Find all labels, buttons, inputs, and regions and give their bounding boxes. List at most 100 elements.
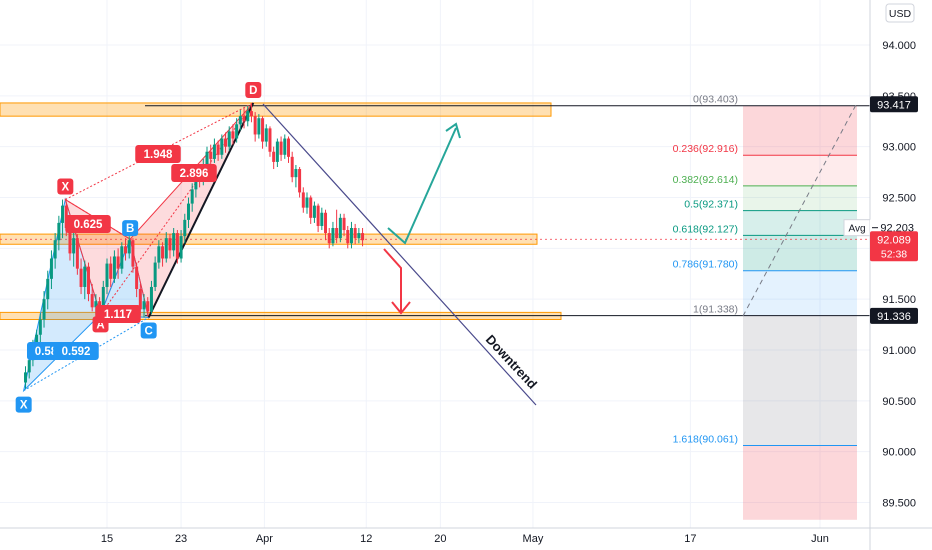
price-badge-text: 93.417 bbox=[877, 99, 911, 111]
fib-level-label: 0(93.403) bbox=[693, 94, 738, 106]
candle-body bbox=[68, 228, 72, 254]
candle-body bbox=[238, 116, 242, 125]
price-tick-label: 92.500 bbox=[882, 193, 916, 205]
point-badge bbox=[15, 396, 32, 413]
candle-body bbox=[212, 144, 216, 159]
candle-body bbox=[83, 266, 87, 287]
candle-body bbox=[46, 278, 50, 300]
fib-band bbox=[743, 105, 857, 156]
candle-body bbox=[227, 131, 231, 147]
fib-retracement[interactable]: 0(93.403) 0.236(92.916) 0.382(92.614) 0.5(9… bbox=[0, 94, 870, 520]
avg-label: Avg bbox=[848, 224, 865, 235]
point-label: X bbox=[20, 400, 28, 412]
candle-body bbox=[138, 289, 142, 310]
price-tick-label: 91.000 bbox=[882, 345, 916, 357]
pattern-cd-leg bbox=[147, 102, 255, 318]
price-tick-label: 90.000 bbox=[882, 447, 916, 459]
candle-body bbox=[257, 118, 261, 135]
candle-body bbox=[264, 128, 268, 142]
countdown-text: 52:38 bbox=[881, 248, 907, 260]
candle-body bbox=[216, 144, 220, 155]
time-tick-label: 23 bbox=[175, 533, 187, 545]
price-tick-label: 90.500 bbox=[882, 396, 916, 408]
point-badge bbox=[245, 81, 262, 98]
candle-body bbox=[249, 111, 253, 117]
candle-body bbox=[272, 151, 276, 162]
candle-body bbox=[175, 233, 179, 259]
candle-body bbox=[172, 233, 176, 251]
time-tick-label: Apr bbox=[256, 533, 273, 545]
candle-body bbox=[294, 169, 298, 178]
candle-body bbox=[283, 138, 287, 155]
bullish-arrow[interactable] bbox=[387, 127, 457, 245]
fib-level-label: 1.618(90.061) bbox=[673, 433, 738, 445]
candle-body bbox=[235, 124, 239, 139]
price-axis[interactable]: 94.00093.50093.00092.50092.00091.50091.0… bbox=[869, 0, 916, 550]
candle-body bbox=[279, 141, 283, 155]
pattern-point-c[interactable]: C bbox=[140, 322, 157, 339]
ratio-label[interactable]: 1.117 bbox=[95, 305, 141, 323]
candle-body bbox=[90, 294, 94, 308]
candle-body bbox=[309, 197, 313, 218]
ratio-badge bbox=[53, 342, 99, 360]
price-tick-label: 94.000 bbox=[882, 40, 916, 52]
candles bbox=[24, 102, 365, 389]
pattern-point-b[interactable]: B bbox=[122, 220, 139, 237]
time-axis[interactable]: 15 23 Apr 12 20 May 17 Jun bbox=[0, 527, 932, 545]
fib-level-label: 0.618(92.127) bbox=[673, 223, 738, 235]
point-label: A bbox=[96, 319, 104, 331]
pattern-point-x[interactable]: X bbox=[15, 396, 32, 413]
ratio-label[interactable]: 2.896 bbox=[171, 164, 217, 182]
price-badge-text: 91.336 bbox=[877, 311, 911, 323]
candle-body bbox=[261, 118, 265, 142]
candle-body bbox=[290, 156, 294, 178]
point-label: X bbox=[61, 182, 69, 194]
fib-band bbox=[743, 210, 857, 236]
candle-body bbox=[72, 238, 76, 254]
current-price-text: 92.089 bbox=[877, 234, 911, 246]
candle-body bbox=[49, 258, 53, 279]
price-badge bbox=[870, 307, 918, 324]
ratio-badge bbox=[95, 305, 141, 323]
fib-band bbox=[743, 315, 857, 446]
candle-body bbox=[27, 360, 31, 373]
candle-body bbox=[57, 222, 61, 241]
candle-body bbox=[124, 246, 128, 254]
ratio-text: 0.592 bbox=[62, 346, 91, 358]
candle-body bbox=[305, 197, 309, 208]
bearish-arrow[interactable] bbox=[383, 248, 402, 312]
bearish-arrowhead bbox=[391, 301, 411, 315]
ratio-badge bbox=[171, 164, 217, 182]
downtrend-line[interactable] bbox=[262, 103, 537, 406]
chart-grid bbox=[0, 0, 870, 528]
currency-badge[interactable]: USD bbox=[885, 3, 915, 23]
candle-body bbox=[42, 299, 46, 320]
candle-body bbox=[157, 246, 161, 263]
candle-body bbox=[75, 238, 79, 269]
candle-body bbox=[164, 238, 168, 259]
ratio-label[interactable]: 1.948 bbox=[135, 145, 181, 163]
time-tick-label: 17 bbox=[684, 533, 696, 545]
ratio-label[interactable]: 0.625 bbox=[65, 215, 111, 233]
candle-body bbox=[220, 138, 224, 155]
candle-body bbox=[209, 151, 213, 159]
price-tick-label: 93.000 bbox=[882, 142, 916, 154]
downtrend-label[interactable]: Downtrend bbox=[483, 332, 540, 392]
candle-body bbox=[179, 236, 183, 259]
candle-body bbox=[53, 240, 57, 259]
candle-body bbox=[94, 301, 98, 308]
zone-rect[interactable] bbox=[0, 102, 552, 117]
price-tick-label: 91.500 bbox=[882, 294, 916, 306]
point-badge bbox=[57, 178, 74, 195]
ratio-label[interactable]: 0.592 bbox=[53, 342, 99, 360]
candle-body bbox=[331, 228, 335, 244]
candle-body bbox=[327, 233, 331, 244]
trend-drawings[interactable] bbox=[262, 103, 537, 406]
fib-level-label: 0.786(91.780) bbox=[673, 259, 738, 271]
candle-body bbox=[116, 256, 120, 269]
pattern-point-x[interactable]: X bbox=[57, 178, 74, 195]
candle-body bbox=[142, 301, 146, 310]
pattern-point-d[interactable]: D bbox=[245, 81, 262, 98]
